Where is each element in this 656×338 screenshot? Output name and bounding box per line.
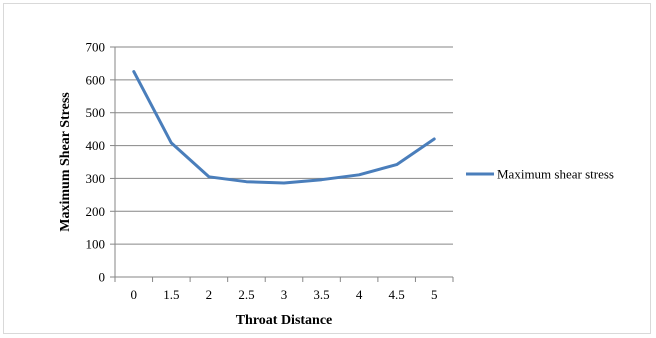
gridlines bbox=[115, 46, 453, 245]
y-tick-labels: 0 100 200 300 400 500 600 700 bbox=[86, 40, 106, 285]
axes bbox=[110, 46, 454, 282]
x-tick-label: 0 bbox=[131, 287, 138, 302]
chart-frame bbox=[3, 3, 651, 334]
y-tick-label: 100 bbox=[86, 237, 106, 252]
x-tick-label: 2.5 bbox=[238, 287, 254, 302]
y-tick-label: 0 bbox=[99, 270, 106, 285]
x-tick-label: 3.5 bbox=[313, 287, 329, 302]
x-tick-label: 4.5 bbox=[389, 287, 405, 302]
x-tick-label: 4 bbox=[356, 287, 363, 302]
legend-label: Maximum shear stress bbox=[497, 167, 614, 182]
x-tick-label: 5 bbox=[431, 287, 438, 302]
y-tick-label: 600 bbox=[86, 72, 106, 87]
x-tick-label: 1.5 bbox=[163, 287, 179, 302]
y-axis-title: Maximum Shear Stress bbox=[58, 92, 73, 232]
x-axis-title: Throat Distance bbox=[236, 313, 333, 328]
x-tick-label: 2 bbox=[206, 287, 213, 302]
y-tick-label: 700 bbox=[86, 40, 106, 55]
x-tick-label: 3 bbox=[281, 287, 288, 302]
y-tick-label: 500 bbox=[86, 105, 106, 120]
y-tick-label: 200 bbox=[86, 204, 106, 219]
series bbox=[132, 70, 436, 185]
y-tick-label: 400 bbox=[86, 138, 106, 153]
legend: Maximum shear stress bbox=[466, 167, 614, 182]
y-tick-label: 300 bbox=[86, 171, 106, 186]
series-line bbox=[132, 70, 436, 185]
x-tick-labels: 0 1.5 2 2.5 3 3.5 4 4.5 5 bbox=[131, 287, 438, 302]
